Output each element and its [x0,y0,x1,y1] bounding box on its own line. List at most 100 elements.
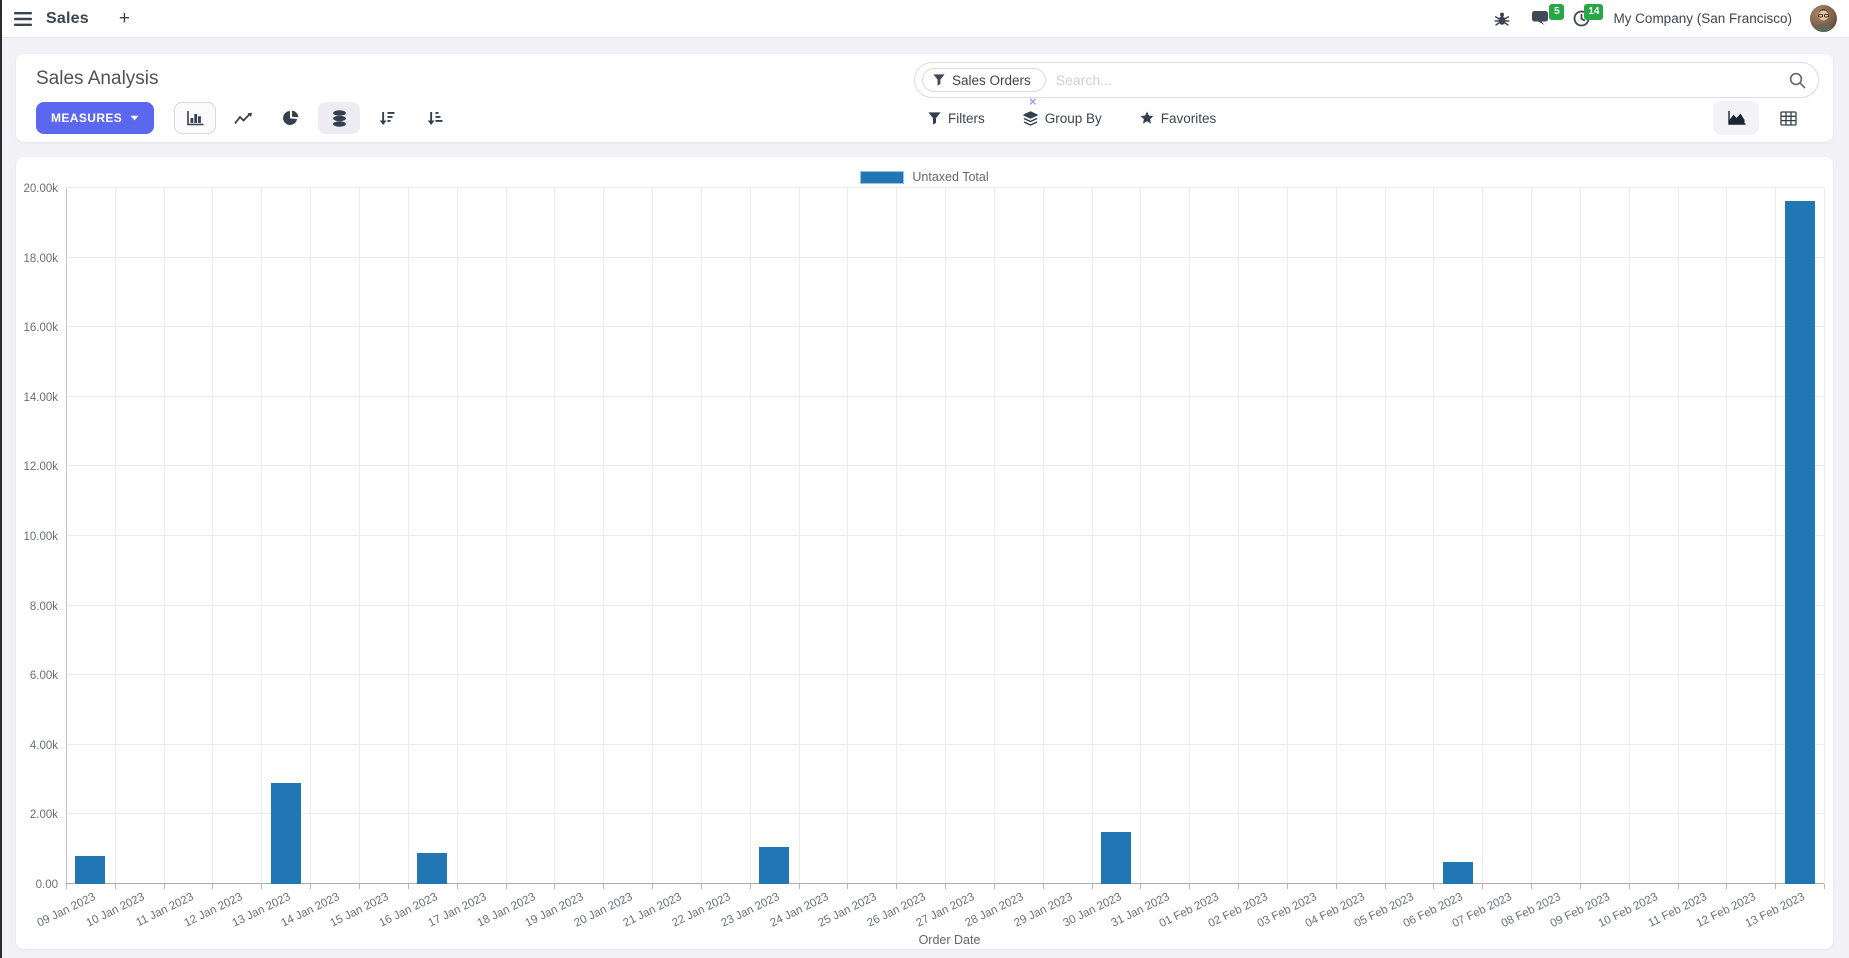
x-axis-tick [603,884,605,889]
activity-count-badge: 14 [1584,4,1604,20]
x-axis-tick [1824,884,1825,889]
breadcrumb-page-title: Sales Analysis [36,68,159,89]
x-axis-tick [212,884,214,889]
x-gridline [456,188,458,884]
stacked-toggle-button[interactable] [318,102,361,134]
x-gridline [1531,188,1532,884]
x-gridline [1042,188,1044,884]
search-bar[interactable]: Sales Orders × [914,62,1819,108]
x-axis-tick [1286,884,1288,889]
x-axis-tick [1384,884,1386,889]
x-axis-tick [261,884,263,889]
window-edge [0,0,2,958]
x-axis-tick [554,884,556,889]
messages-button[interactable]: 5 [1525,4,1565,32]
sort-desc-button[interactable] [366,102,408,134]
facet-remove-icon[interactable]: × [1029,94,1037,109]
y-axis-label: 6.00k [29,670,58,683]
user-avatar [1810,5,1837,32]
x-axis-tick [407,884,409,889]
x-axis-tick [1677,884,1679,889]
x-axis-labels: 09 Jan 2023 10 Jan 2023 11 Jan 2023 12 Jan … [36,884,1824,933]
x-axis-tick [310,884,312,889]
x-axis-tick [1726,884,1728,889]
bar[interactable] [1100,832,1131,884]
x-gridline [1286,188,1288,884]
line-chart-button[interactable] [222,102,264,134]
y-axis-label: 14.00k [23,391,58,404]
x-gridline [896,188,898,884]
facet-label: Sales Orders [952,72,1031,88]
x-axis-tick [1189,884,1191,889]
bar[interactable] [270,783,301,884]
x-gridline [847,188,849,884]
funnel-icon [933,74,945,86]
app-name[interactable]: Sales [46,9,89,27]
y-gridline [66,187,1824,188]
legend-swatch [860,170,905,184]
x-gridline [1335,188,1337,884]
legend-label: Untaxed Total [912,170,989,184]
x-axis-tick [993,884,995,889]
chat-icon [1532,10,1551,27]
line-chart-icon [234,112,253,125]
x-gridline [1433,188,1435,884]
chart-legend[interactable]: Untaxed Total [16,157,1833,188]
favorites-label: Favorites [1160,110,1217,126]
x-gridline [358,188,360,884]
new-tab-button[interactable]: + [113,7,136,30]
y-axis-label: 2.00k [29,809,58,822]
x-axis-tick [1579,884,1581,889]
x-axis-tick [1140,884,1142,889]
y-axis-label: 4.00k [29,739,58,752]
filters-button[interactable]: Filters [928,111,985,126]
x-axis-tick [114,884,116,889]
y-axis-label: 20.00k [23,183,58,195]
x-axis-tick [749,884,751,889]
x-gridline [1579,188,1581,884]
user-menu-button[interactable] [1810,5,1837,32]
bar[interactable] [1784,200,1815,884]
x-axis-tick [358,884,360,889]
x-axis-tick [1775,884,1777,889]
bar[interactable] [1442,862,1473,884]
pie-chart-button[interactable] [270,102,312,134]
x-axis-tick [1482,884,1484,889]
search-submit[interactable] [1789,72,1806,89]
y-axis-label: 16.00k [23,322,58,335]
debug-button[interactable] [1487,6,1517,32]
company-switcher[interactable]: My Company (San Francisco) [1605,7,1800,30]
x-gridline [1677,188,1679,884]
sort-asc-button[interactable] [414,102,456,134]
pivot-view-button[interactable] [1765,101,1811,135]
pivot-grid-icon [1779,110,1797,126]
graph-view-button[interactable] [1713,101,1759,135]
bar-chart-button[interactable] [174,102,217,134]
group-by-button[interactable]: Group By [1023,111,1102,126]
x-gridline [212,188,214,884]
measures-label: MEASURES [51,111,123,125]
caret-down-icon [130,115,139,121]
search-input[interactable] [1045,72,1789,88]
bar[interactable] [75,855,106,884]
apps-menu-button[interactable] [10,8,36,30]
x-axis-tick [945,884,946,889]
x-axis-tick [456,884,458,889]
bar[interactable] [759,847,790,884]
x-axis-tick [896,884,898,889]
measures-button[interactable]: MEASURES [36,102,155,134]
y-axis-label: 0.00 [35,879,58,891]
y-gridline [66,883,1824,884]
x-axis-tick [1531,884,1532,889]
activities-button[interactable]: 14 [1566,4,1604,32]
bar[interactable] [417,853,448,884]
filter-facet[interactable]: Sales Orders [922,68,1046,92]
y-axis-label: 10.00k [23,531,58,543]
pie-chart-icon [283,110,299,126]
x-gridline [1775,188,1777,884]
favorites-button[interactable]: Favorites [1140,110,1217,126]
x-gridline [1237,188,1239,884]
x-axis-tick [505,884,507,889]
layers-icon [1023,110,1038,126]
x-gridline [1140,188,1142,884]
